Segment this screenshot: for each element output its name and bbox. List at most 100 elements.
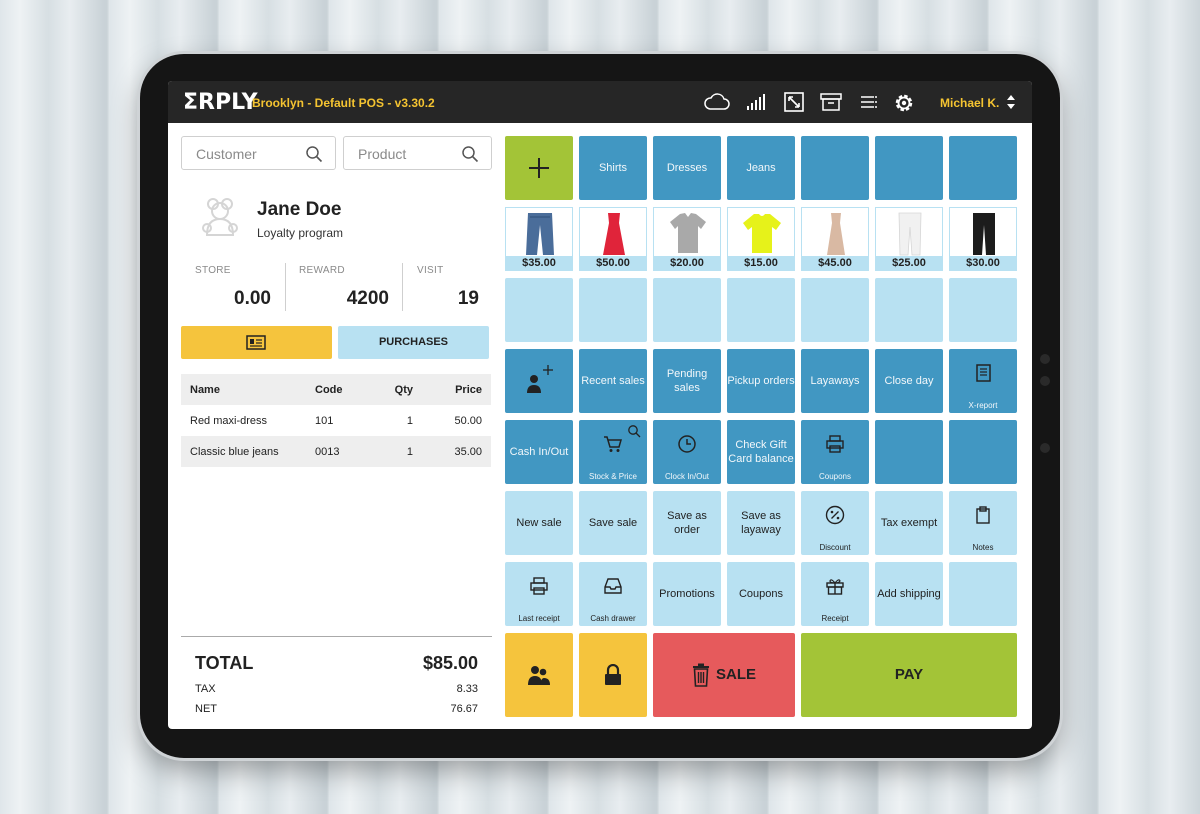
print-coupons-button[interactable]: Coupons [801, 420, 869, 484]
x-report-button[interactable]: X-report [949, 349, 1017, 413]
discount-button[interactable]: Discount [801, 491, 869, 555]
table-row[interactable]: Classic blue jeans 0013 1 35.00 [181, 436, 491, 467]
pending-sales-button[interactable]: Pending sales [653, 349, 721, 413]
product-tile-red-dress[interactable]: $50.00 [579, 207, 647, 271]
customers-button[interactable] [505, 633, 573, 717]
column-header-name: Name [190, 384, 220, 396]
discount-label: Discount [819, 543, 851, 552]
cart-item-name: Red maxi-dress [190, 415, 268, 427]
close-day-button[interactable]: Close day [875, 349, 943, 413]
empty-product-slot[interactable] [949, 278, 1017, 342]
empty-category-slot[interactable] [949, 136, 1017, 200]
net-value: 76.67 [450, 703, 478, 715]
cart-item-qty: 1 [406, 446, 413, 458]
stat-value-reward: 4200 [346, 288, 389, 309]
pay-label: PAY [894, 666, 924, 683]
coupons-button[interactable]: Coupons [727, 562, 795, 626]
empty-action-slot[interactable] [949, 420, 1017, 484]
product-tile-black-pants[interactable]: $30.00 [949, 207, 1017, 271]
clock-in-out-button[interactable]: Clock In/Out [653, 420, 721, 484]
empty-product-slot[interactable] [875, 278, 943, 342]
percent-icon [825, 505, 845, 525]
empty-product-slot[interactable] [727, 278, 795, 342]
inbox-tray-icon [604, 578, 622, 594]
list-icon[interactable] [858, 92, 880, 112]
top-bar: ΣRPLY Brooklyn - Default POS - v3.30.2 M… [168, 81, 1032, 123]
side-button [1040, 354, 1050, 364]
layaways-button[interactable]: Layaways [801, 349, 869, 413]
archive-icon[interactable] [820, 92, 842, 112]
customer-name[interactable]: Jane Doe [257, 199, 342, 220]
yellow-tshirt-image [743, 214, 781, 253]
cancel-sale-button[interactable]: SALE [653, 633, 795, 717]
empty-product-slot[interactable] [801, 278, 869, 342]
clock-icon [678, 435, 696, 453]
check-gift-card-button[interactable]: Check Gift Card balance [727, 420, 795, 484]
empty-product-slot[interactable] [653, 278, 721, 342]
signal-icon[interactable] [746, 92, 768, 112]
side-button [1040, 443, 1050, 453]
product-tile-white-pants[interactable]: $25.00 [875, 207, 943, 271]
customer-search-placeholder: Customer [196, 146, 257, 162]
empty-category-slot[interactable] [875, 136, 943, 200]
product-tile-yellow-tshirt[interactable]: $15.00 [727, 207, 795, 271]
empty-product-slot[interactable] [579, 278, 647, 342]
tax-value: 8.33 [456, 683, 478, 695]
cash-in-out-button[interactable]: Cash In/Out [505, 420, 573, 484]
product-tile-beige-dress[interactable]: $45.00 [801, 207, 869, 271]
stat-label-reward: REWARD [299, 265, 345, 276]
notes-button[interactable]: Notes [949, 491, 1017, 555]
recent-sales-button[interactable]: Recent sales [579, 349, 647, 413]
button-grid: Shirts Dresses Jeans $35.00 $50.00 $20.0… [168, 81, 1032, 729]
pickup-orders-button[interactable]: Pickup orders [727, 349, 795, 413]
net-label: NET [195, 703, 217, 715]
last-receipt-button[interactable]: Last receipt [505, 562, 573, 626]
product-price: $45.00 [802, 256, 868, 270]
tax-exempt-button[interactable]: Tax exempt [875, 491, 943, 555]
search-icon [462, 146, 479, 163]
save-sale-button[interactable]: Save sale [579, 491, 647, 555]
add-customer-button[interactable] [505, 349, 573, 413]
product-search-input[interactable]: Product [343, 136, 492, 170]
tablet-frame: ΣRPLY Brooklyn - Default POS - v3.30.2 M… [140, 54, 1060, 758]
category-shirts[interactable]: Shirts [579, 136, 647, 200]
table-row[interactable]: Red maxi-dress 101 1 50.00 [181, 405, 491, 436]
cart-table: Name Code Qty Price Red maxi-dress 101 1… [181, 374, 491, 467]
customer-loyalty-program: Loyalty program [257, 226, 344, 240]
promotions-button[interactable]: Promotions [653, 562, 721, 626]
trash-icon [692, 663, 709, 687]
user-switch-icon[interactable] [1006, 92, 1016, 112]
user-name[interactable]: Michael K. [940, 96, 1000, 110]
add-item-button[interactable] [505, 136, 573, 200]
clipboard-icon [976, 506, 990, 524]
receipt-button[interactable]: Receipt [801, 562, 869, 626]
save-as-order-button[interactable]: Save as order [653, 491, 721, 555]
empty-product-slot[interactable] [505, 278, 573, 342]
product-tile-jeans[interactable]: $35.00 [505, 207, 573, 271]
purchases-button[interactable]: PURCHASES [338, 326, 489, 359]
customer-search-input[interactable]: Customer [181, 136, 336, 170]
expand-icon[interactable] [784, 92, 806, 112]
cash-drawer-button[interactable]: Cash drawer [579, 562, 647, 626]
pay-button[interactable]: PAY [801, 633, 1017, 717]
new-sale-button[interactable]: New sale [505, 491, 573, 555]
erply-logo: ΣRPLY [183, 90, 258, 115]
empty-action-slot[interactable] [949, 562, 1017, 626]
column-header-code: Code [315, 384, 343, 396]
stock-price-button[interactable]: Stock & Price [579, 420, 647, 484]
empty-action-slot[interactable] [875, 420, 943, 484]
lock-icon [605, 664, 621, 685]
category-dresses[interactable]: Dresses [653, 136, 721, 200]
customer-avatar-icon [198, 195, 242, 239]
add-shipping-button[interactable]: Add shipping [875, 562, 943, 626]
gear-icon[interactable] [893, 92, 915, 112]
cloud-icon[interactable] [704, 92, 730, 112]
product-tile-polo-shirt[interactable]: $20.00 [653, 207, 721, 271]
lock-screen-button[interactable] [579, 633, 647, 717]
save-as-layaway-button[interactable]: Save as layaway [727, 491, 795, 555]
side-button [1040, 376, 1050, 386]
stat-label-visit: VISIT [417, 265, 444, 276]
customer-card-button[interactable] [181, 326, 332, 359]
empty-category-slot[interactable] [801, 136, 869, 200]
category-jeans[interactable]: Jeans [727, 136, 795, 200]
